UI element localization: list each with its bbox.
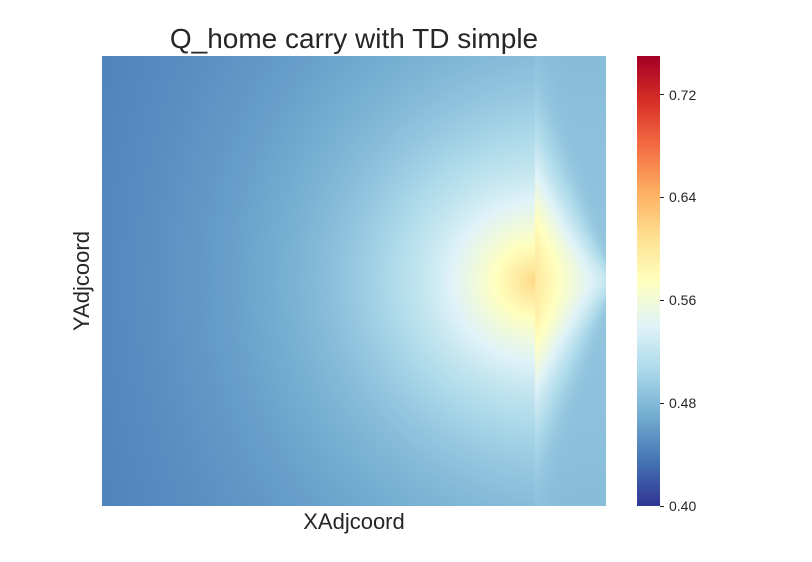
y-axis-label: YAdjcoord [69,231,94,331]
colorbar-tick-mark [660,402,664,404]
heatmap-area [102,56,606,506]
colorbar-tick-mark [660,299,664,301]
colorbar-tick: 0.64 [660,189,696,205]
colorbar [637,56,660,506]
colorbar-tick: 0.72 [660,87,696,103]
colorbar-tick-mark [660,505,664,507]
colorbar-gradient [637,56,660,506]
colorbar-tick: 0.48 [660,395,696,411]
colorbar-tick-label: 0.72 [669,86,697,103]
colorbar-tick-label: 0.64 [669,189,697,206]
colorbar-tick-label: 0.40 [669,498,697,514]
x-axis-label: XAdjcoord [303,509,405,534]
colorbar-tick-mark [660,196,664,198]
colorbar-tick: 0.40 [660,498,696,514]
colorbar-tick-mark [660,94,664,96]
colorbar-tick-label: 0.56 [669,292,697,309]
chart-title: Q_home carry with TD simple [169,23,539,54]
heatmap-canvas [102,56,606,506]
colorbar-tick: 0.56 [660,292,696,308]
colorbar-tick-labels: 0.40 0.48 0.56 0.64 0.72 [660,56,720,514]
colorbar-tick-label: 0.48 [669,395,697,412]
